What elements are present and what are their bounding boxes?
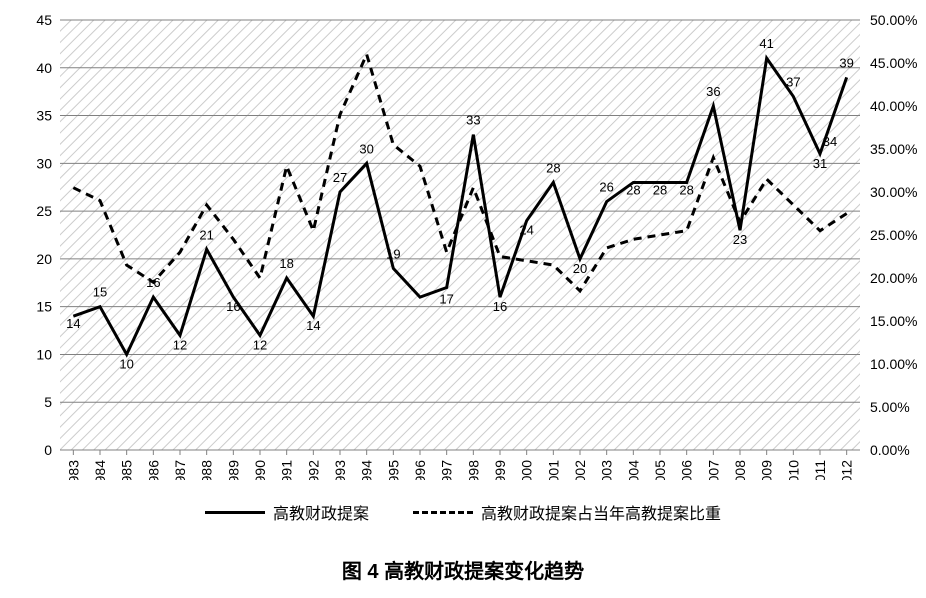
svg-text:14: 14 bbox=[66, 316, 80, 331]
svg-text:41: 41 bbox=[759, 36, 773, 51]
svg-text:1991: 1991 bbox=[279, 460, 295, 480]
svg-text:15: 15 bbox=[93, 285, 107, 300]
svg-text:2012: 2012 bbox=[839, 460, 855, 480]
svg-text:12: 12 bbox=[173, 337, 187, 352]
svg-text:28: 28 bbox=[653, 182, 667, 197]
legend-item-solid: 高教财政提案 bbox=[205, 500, 369, 524]
figure-container: 14 15 10 16 12 21 16 12 18 14 27 30 19 17 33 16 24 28 20 26… bbox=[0, 0, 926, 598]
svg-text:17: 17 bbox=[439, 292, 453, 307]
y-left-axis: 0 5 10 15 20 25 30 35 40 45 bbox=[36, 12, 52, 458]
svg-text:0: 0 bbox=[44, 442, 52, 458]
svg-text:2006: 2006 bbox=[679, 460, 695, 480]
svg-text:30.00%: 30.00% bbox=[870, 184, 917, 200]
legend-swatch-dashed bbox=[413, 511, 473, 514]
svg-text:28: 28 bbox=[679, 182, 693, 197]
svg-text:39: 39 bbox=[839, 55, 853, 70]
chart-svg: 14 15 10 16 12 21 16 12 18 14 27 30 19 17 33 16 24 28 20 26… bbox=[0, 0, 926, 480]
svg-text:45: 45 bbox=[36, 12, 52, 28]
svg-text:23: 23 bbox=[733, 232, 747, 247]
svg-text:10: 10 bbox=[36, 346, 52, 362]
svg-text:5: 5 bbox=[44, 394, 52, 410]
svg-text:1998: 1998 bbox=[465, 460, 481, 480]
svg-text:45.00%: 45.00% bbox=[870, 55, 917, 71]
svg-text:2004: 2004 bbox=[625, 460, 641, 480]
svg-text:20: 20 bbox=[573, 261, 587, 276]
svg-text:1988: 1988 bbox=[199, 460, 215, 480]
x-axis: 1983 1984 1985 1986 1987 1988 1989 1990 1991 1992… bbox=[60, 450, 860, 480]
svg-text:30: 30 bbox=[36, 155, 52, 171]
svg-text:50.00%: 50.00% bbox=[870, 12, 917, 28]
svg-text:2009: 2009 bbox=[759, 460, 775, 480]
svg-text:2005: 2005 bbox=[652, 460, 668, 480]
svg-text:20.00%: 20.00% bbox=[870, 270, 917, 286]
svg-text:37: 37 bbox=[786, 74, 800, 89]
figure-caption: 图 4 高教财政提案变化趋势 bbox=[0, 555, 926, 584]
svg-text:0.00%: 0.00% bbox=[870, 442, 910, 458]
legend: 高教财政提案 高教财政提案占当年高教提案比重 bbox=[0, 500, 926, 524]
svg-text:1990: 1990 bbox=[252, 460, 268, 480]
svg-text:15.00%: 15.00% bbox=[870, 313, 917, 329]
svg-text:1996: 1996 bbox=[412, 460, 428, 480]
svg-text:19: 19 bbox=[386, 246, 400, 261]
legend-swatch-solid bbox=[205, 511, 265, 514]
svg-text:2001: 2001 bbox=[545, 460, 561, 480]
svg-text:25: 25 bbox=[36, 203, 52, 219]
svg-text:18: 18 bbox=[279, 256, 293, 271]
svg-text:35.00%: 35.00% bbox=[870, 141, 917, 157]
svg-text:1985: 1985 bbox=[119, 460, 135, 480]
svg-text:1995: 1995 bbox=[385, 460, 401, 480]
svg-text:26: 26 bbox=[599, 180, 613, 195]
svg-text:2011: 2011 bbox=[812, 460, 828, 480]
legend-label-solid: 高教财政提案 bbox=[273, 500, 369, 524]
svg-text:1983: 1983 bbox=[65, 460, 81, 480]
svg-text:35: 35 bbox=[36, 108, 52, 124]
svg-text:16: 16 bbox=[146, 275, 160, 290]
svg-text:31: 31 bbox=[813, 156, 827, 171]
svg-text:1994: 1994 bbox=[359, 460, 375, 480]
svg-text:27: 27 bbox=[333, 170, 347, 185]
svg-text:1989: 1989 bbox=[225, 460, 241, 480]
legend-label-dashed: 高教财政提案占当年高教提案比重 bbox=[481, 500, 721, 524]
svg-text:25.00%: 25.00% bbox=[870, 227, 917, 243]
svg-text:12: 12 bbox=[253, 337, 267, 352]
svg-text:1993: 1993 bbox=[332, 460, 348, 480]
svg-text:2003: 2003 bbox=[599, 460, 615, 480]
svg-text:1987: 1987 bbox=[172, 460, 188, 480]
svg-text:1992: 1992 bbox=[305, 460, 321, 480]
svg-text:16: 16 bbox=[493, 299, 507, 314]
svg-text:1999: 1999 bbox=[492, 460, 508, 480]
svg-text:24: 24 bbox=[519, 223, 533, 238]
svg-text:2007: 2007 bbox=[705, 460, 721, 480]
svg-text:40.00%: 40.00% bbox=[870, 98, 917, 114]
svg-text:1997: 1997 bbox=[439, 460, 455, 480]
svg-text:30: 30 bbox=[359, 141, 373, 156]
svg-text:5.00%: 5.00% bbox=[870, 399, 910, 415]
svg-text:20: 20 bbox=[36, 251, 52, 267]
svg-text:34: 34 bbox=[823, 134, 837, 149]
svg-text:10.00%: 10.00% bbox=[870, 356, 917, 372]
svg-text:40: 40 bbox=[36, 60, 52, 76]
svg-text:1986: 1986 bbox=[145, 460, 161, 480]
svg-text:10: 10 bbox=[119, 356, 133, 371]
svg-text:33: 33 bbox=[466, 113, 480, 128]
svg-text:2008: 2008 bbox=[732, 460, 748, 480]
svg-text:16: 16 bbox=[226, 299, 240, 314]
svg-text:1984: 1984 bbox=[92, 460, 108, 480]
svg-text:14: 14 bbox=[306, 318, 320, 333]
svg-text:15: 15 bbox=[36, 299, 52, 315]
svg-text:21: 21 bbox=[199, 227, 213, 242]
svg-text:2010: 2010 bbox=[785, 460, 801, 480]
legend-item-dashed: 高教财政提案占当年高教提案比重 bbox=[413, 500, 721, 524]
svg-text:28: 28 bbox=[546, 160, 560, 175]
y-right-axis: 0.00% 5.00% 10.00% 15.00% 20.00% 25.00% 30.00%… bbox=[870, 12, 917, 458]
svg-text:36: 36 bbox=[706, 84, 720, 99]
svg-text:2002: 2002 bbox=[572, 460, 588, 480]
svg-text:2000: 2000 bbox=[519, 460, 535, 480]
svg-text:28: 28 bbox=[626, 182, 640, 197]
